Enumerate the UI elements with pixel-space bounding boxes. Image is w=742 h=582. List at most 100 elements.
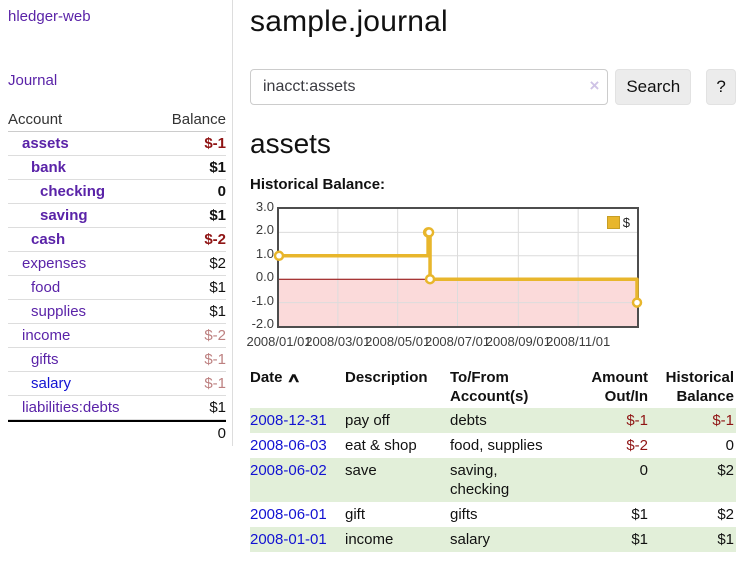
historical-balance-chart: $ 3.0 2.0 1.0 0.0 -1.0 -2.0 2008/01/01 2008/03/… xyxy=(246,199,720,351)
transaction-accounts: salary xyxy=(450,531,491,548)
register-row: 2008-06-02 save saving, checking 0 $2 xyxy=(250,458,736,502)
account-row: bank $1 xyxy=(8,156,226,180)
account-balance: $-2 xyxy=(204,327,226,344)
help-button[interactable]: ? xyxy=(706,69,736,105)
account-row: expenses $2 xyxy=(8,252,226,276)
account-row: gifts $-1 xyxy=(8,348,226,372)
account-link[interactable]: expenses xyxy=(22,255,87,272)
search-field-wrap: × xyxy=(250,69,609,105)
transaction-balance: $-1 xyxy=(712,412,734,429)
transaction-balance: $2 xyxy=(717,506,734,523)
transaction-description: eat & shop xyxy=(345,437,417,454)
chart-canvas xyxy=(273,209,643,326)
transaction-balance: $1 xyxy=(717,531,734,548)
account-link[interactable]: salary xyxy=(31,375,72,392)
register-row: 2008-01-01 income salary $1 $1 xyxy=(250,527,736,552)
account-row: food $1 xyxy=(8,276,226,300)
transaction-amount: $1 xyxy=(631,531,648,548)
account-link[interactable]: supplies xyxy=(31,303,87,320)
account-row: income $-2 xyxy=(8,324,226,348)
transaction-amount: $-2 xyxy=(626,437,648,454)
accounts-header-balance: Balance xyxy=(171,111,226,128)
app-brand-link[interactable]: hledger-web xyxy=(8,8,91,25)
account-row: salary $-1 xyxy=(8,372,226,396)
transaction-date-link[interactable]: 2008-06-02 xyxy=(250,462,327,479)
transaction-description: income xyxy=(345,531,394,548)
chart-y-tick: 3.0 xyxy=(255,199,274,214)
search-row: × Search ? xyxy=(250,69,736,105)
account-balance: $1 xyxy=(209,279,226,296)
chart-y-tick: 1.0 xyxy=(255,245,274,261)
legend-label: $ xyxy=(622,215,630,230)
account-row: cash $-2 xyxy=(8,228,226,252)
account-row: supplies $1 xyxy=(8,300,226,324)
account-link[interactable]: income xyxy=(22,327,71,344)
account-link[interactable]: saving xyxy=(40,207,88,224)
sort-ascending-icon: ∧ xyxy=(285,370,301,385)
account-balance: $1 xyxy=(209,303,226,320)
register-header: Date ∧ Description To/From Account(s) Amo… xyxy=(250,368,736,408)
accounts-table-header: Account Balance xyxy=(8,108,226,132)
account-balance: $2 xyxy=(209,255,226,272)
transaction-date-link[interactable]: 2008-01-01 xyxy=(250,531,327,548)
register-header-date[interactable]: Date ∧ xyxy=(250,369,301,386)
register-header-account: To/From Account(s) xyxy=(450,369,529,405)
account-link[interactable]: cash xyxy=(31,231,66,248)
account-link[interactable]: food xyxy=(31,279,61,296)
chart-legend: $ xyxy=(604,214,632,231)
register-rows: 2008-12-31 pay off debts $-1 $-1 2008-06-03 ea… xyxy=(250,408,736,552)
transaction-balance: $2 xyxy=(717,462,734,479)
account-balance: $-1 xyxy=(204,135,226,152)
chart-x-tick: 2008/11/01 xyxy=(546,334,611,349)
transaction-date-link[interactable]: 2008-06-03 xyxy=(250,437,327,454)
chart-x-tick: 2008/01/01 xyxy=(246,334,312,349)
account-heading: assets xyxy=(250,128,331,159)
register-row: 2008-06-01 gift gifts $1 $2 xyxy=(250,502,736,527)
register-table: Date ∧ Description To/From Account(s) Amo… xyxy=(250,368,736,552)
account-balance: $1 xyxy=(209,399,226,416)
chart-title: Historical Balance: xyxy=(250,176,386,193)
legend-swatch xyxy=(606,216,620,229)
transaction-date-link[interactable]: 2008-06-01 xyxy=(250,506,327,523)
register-row: 2008-12-31 pay off debts $-1 $-1 xyxy=(250,408,736,433)
account-link[interactable]: checking xyxy=(40,183,106,200)
account-link[interactable]: bank xyxy=(31,159,67,176)
chart-y-tick: 0.0 xyxy=(255,269,274,285)
chart-y-tick: 2.0 xyxy=(255,222,274,238)
accounts-header-account: Account xyxy=(8,111,63,128)
search-button[interactable]: Search xyxy=(615,69,692,105)
account-balance: $-2 xyxy=(204,231,226,248)
account-link[interactable]: liabilities:debts xyxy=(22,399,120,416)
transaction-description: gift xyxy=(345,506,366,523)
account-row: checking 0 xyxy=(8,180,226,204)
transaction-description: save xyxy=(345,462,377,479)
chart-y-tick: -2.0 xyxy=(251,316,274,331)
transaction-accounts: saving, checking xyxy=(450,462,510,498)
transaction-amount: $1 xyxy=(631,506,648,523)
register-row: 2008-06-03 eat & shop food, supplies $-2 0 xyxy=(250,433,736,458)
search-input[interactable] xyxy=(250,69,609,105)
account-balance: $-1 xyxy=(204,351,226,368)
account-balance: 0 xyxy=(217,183,226,200)
accounts-total-value: 0 xyxy=(217,424,226,442)
chart-x-tick: 2008/07/01 xyxy=(424,334,491,349)
transaction-balance: 0 xyxy=(725,437,734,454)
accounts-table: Account Balance assets $-1 bank $1 checking 0… xyxy=(8,108,226,444)
account-balance: $-1 xyxy=(204,375,226,392)
transaction-amount: $-1 xyxy=(626,412,648,429)
transaction-date-link[interactable]: 2008-12-31 xyxy=(250,412,327,429)
nav-journal-link[interactable]: Journal xyxy=(8,72,58,89)
account-link[interactable]: assets xyxy=(22,135,69,152)
account-link[interactable]: gifts xyxy=(31,351,59,368)
account-rows: assets $-1 bank $1 checking 0 saving $1 cash $-2 e… xyxy=(8,132,226,420)
register-header-description: Description xyxy=(345,369,428,386)
clear-search-icon[interactable]: × xyxy=(589,76,600,95)
chart-x-tick: 2008/03/01 xyxy=(305,334,371,349)
chart-x-tick: 2008/05/01 xyxy=(365,334,431,349)
chart-x-tick: 2008/09/01 xyxy=(485,334,551,349)
account-balance: $1 xyxy=(209,159,226,176)
chart-y-tick: -1.0 xyxy=(251,292,274,308)
account-row: liabilities:debts $1 xyxy=(8,396,226,420)
transaction-accounts: gifts xyxy=(450,506,478,523)
account-row: assets $-1 xyxy=(8,132,226,156)
